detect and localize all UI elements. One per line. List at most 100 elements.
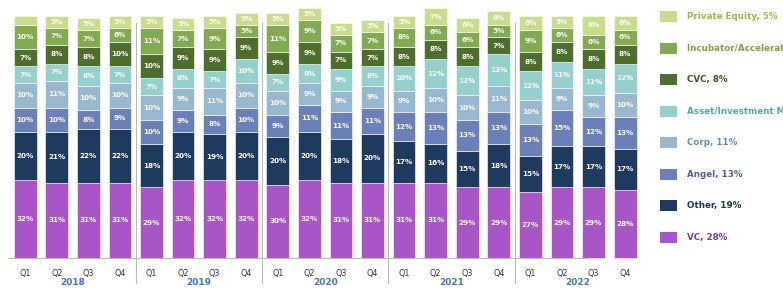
- Text: 12%: 12%: [616, 75, 633, 81]
- Bar: [583, 95, 605, 117]
- Text: 30%: 30%: [269, 218, 287, 224]
- Bar: [519, 52, 542, 71]
- Text: 27%: 27%: [521, 222, 539, 228]
- Text: 9%: 9%: [335, 77, 347, 83]
- Bar: [614, 64, 637, 93]
- Text: 9%: 9%: [114, 115, 126, 121]
- Bar: [266, 25, 289, 52]
- Bar: [235, 25, 258, 37]
- Bar: [330, 69, 352, 91]
- Text: 15%: 15%: [521, 171, 539, 177]
- Text: 16%: 16%: [427, 160, 445, 166]
- Text: 8%: 8%: [556, 49, 568, 55]
- Bar: [298, 20, 321, 42]
- Bar: [45, 64, 68, 81]
- Text: 8%: 8%: [82, 73, 95, 79]
- Text: 10%: 10%: [237, 117, 255, 123]
- Bar: [660, 43, 677, 54]
- Bar: [660, 200, 677, 211]
- Bar: [266, 13, 289, 25]
- Bar: [361, 49, 384, 66]
- Bar: [550, 15, 573, 28]
- Text: 19%: 19%: [206, 154, 223, 160]
- Text: 13%: 13%: [616, 130, 633, 136]
- Text: 22%: 22%: [80, 153, 97, 159]
- Bar: [171, 110, 194, 132]
- Bar: [456, 95, 478, 120]
- Bar: [298, 132, 321, 180]
- Text: Q2: Q2: [304, 269, 315, 277]
- Bar: [660, 137, 677, 148]
- Bar: [660, 169, 677, 180]
- Bar: [361, 20, 384, 32]
- Text: 10%: 10%: [16, 34, 34, 40]
- Text: 9%: 9%: [177, 96, 189, 102]
- Bar: [266, 185, 289, 258]
- Text: 32%: 32%: [301, 216, 318, 222]
- Bar: [488, 112, 511, 144]
- Text: 5%: 5%: [556, 19, 568, 25]
- Bar: [45, 132, 68, 182]
- Bar: [583, 187, 605, 258]
- Text: 5%: 5%: [398, 19, 410, 25]
- Text: 9%: 9%: [240, 45, 252, 51]
- Bar: [519, 30, 542, 52]
- Text: Q1: Q1: [272, 269, 283, 277]
- Text: 7%: 7%: [146, 84, 157, 90]
- Bar: [109, 66, 132, 83]
- Bar: [77, 18, 99, 30]
- Text: 11%: 11%: [490, 96, 507, 102]
- Bar: [424, 144, 447, 182]
- Bar: [330, 35, 352, 52]
- Bar: [14, 132, 37, 180]
- Bar: [330, 139, 352, 182]
- Bar: [456, 32, 478, 47]
- Bar: [266, 115, 289, 137]
- Bar: [140, 95, 163, 120]
- Bar: [171, 69, 194, 88]
- Text: 17%: 17%: [395, 159, 413, 165]
- Bar: [140, 15, 163, 28]
- Text: 11%: 11%: [364, 118, 381, 124]
- Bar: [235, 107, 258, 132]
- Text: Asset/Investment Management, 10%: Asset/Investment Management, 10%: [687, 107, 783, 116]
- Text: 12%: 12%: [427, 71, 444, 77]
- Text: 8%: 8%: [51, 51, 63, 57]
- Text: 11%: 11%: [269, 36, 287, 41]
- Text: 9%: 9%: [272, 60, 284, 66]
- Text: 2022: 2022: [565, 278, 590, 287]
- Bar: [550, 28, 573, 42]
- Text: 6%: 6%: [430, 29, 442, 35]
- Text: 7%: 7%: [366, 38, 379, 44]
- Bar: [298, 42, 321, 64]
- Text: 8%: 8%: [525, 58, 536, 65]
- Bar: [298, 105, 321, 132]
- Bar: [424, 8, 447, 25]
- Text: 31%: 31%: [48, 217, 66, 223]
- Bar: [235, 37, 258, 59]
- Text: 8%: 8%: [177, 75, 189, 81]
- Bar: [361, 182, 384, 258]
- Text: Q1: Q1: [525, 269, 536, 277]
- Bar: [519, 15, 542, 30]
- Text: 29%: 29%: [585, 220, 602, 225]
- Text: 6%: 6%: [493, 15, 505, 21]
- Text: 32%: 32%: [206, 216, 223, 222]
- Text: Q4: Q4: [240, 269, 252, 277]
- Text: 31%: 31%: [332, 217, 349, 223]
- Bar: [614, 93, 637, 117]
- Text: Angel, 13%: Angel, 13%: [687, 170, 742, 179]
- Text: 20%: 20%: [301, 153, 318, 159]
- Text: 15%: 15%: [459, 166, 476, 172]
- Bar: [14, 25, 37, 49]
- Bar: [14, 180, 37, 258]
- Text: VC, 28%: VC, 28%: [687, 233, 727, 242]
- Bar: [550, 146, 573, 187]
- Text: 15%: 15%: [554, 125, 571, 131]
- Text: Q4: Q4: [114, 269, 125, 277]
- Bar: [45, 15, 68, 28]
- Text: 9%: 9%: [398, 98, 410, 105]
- Bar: [488, 86, 511, 112]
- Text: 20%: 20%: [16, 153, 34, 159]
- Text: 21%: 21%: [48, 154, 66, 160]
